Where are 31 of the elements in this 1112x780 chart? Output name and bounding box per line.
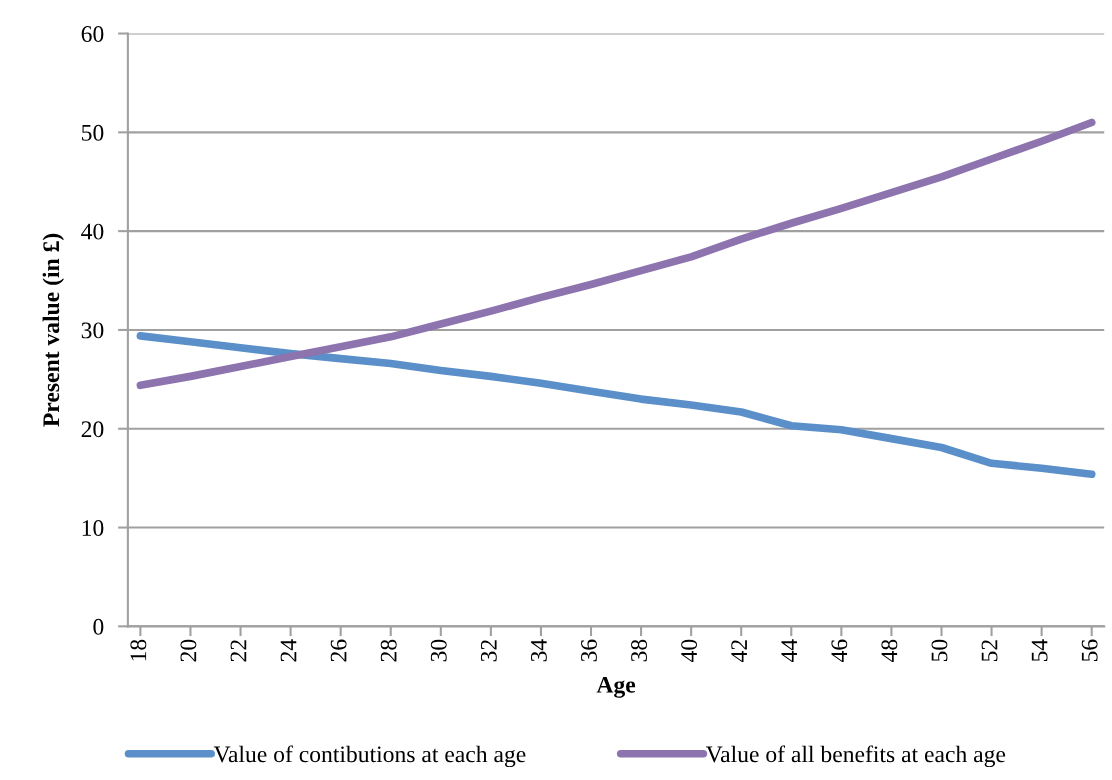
y-tick-label: 0 xyxy=(93,618,104,635)
y-tick-label: 60 xyxy=(81,26,104,42)
x-tick-label: 18 xyxy=(130,639,147,661)
x-tick-label: 42 xyxy=(731,640,747,662)
x-tick-label: 54 xyxy=(1031,639,1048,662)
x-tick-label: 34 xyxy=(530,639,547,662)
x-tick-label: 20 xyxy=(180,639,197,662)
y-tick-label: 20 xyxy=(81,421,104,438)
x-tick-label: 50 xyxy=(931,639,948,662)
x-tick-label: 28 xyxy=(380,639,397,662)
x-tick-label: 48 xyxy=(881,639,898,662)
legend-label: Value of all benefits at each age xyxy=(705,745,1006,768)
y-axis-title: Present value (in £) xyxy=(42,233,64,427)
y-tick-label: 50 xyxy=(82,124,104,141)
x-tick-label: 38 xyxy=(631,639,647,662)
legend-label: Value of contibutions at each age xyxy=(213,745,526,768)
x-tick-label: 26 xyxy=(330,639,347,662)
y-tick-label: 40 xyxy=(81,223,104,240)
x-tick-label: 52 xyxy=(981,640,998,662)
x-tick-label: 46 xyxy=(831,639,848,662)
y-tick-label: 10 xyxy=(82,520,104,536)
x-tick-label: 44 xyxy=(781,639,797,662)
x-tick-label: 40 xyxy=(681,639,698,662)
x-tick-label: 30 xyxy=(430,639,447,662)
x-tick-label: 32 xyxy=(480,640,497,662)
x-tick-label: 22 xyxy=(230,640,247,662)
x-tick-label: 36 xyxy=(581,639,597,662)
x-tick-label: 56 xyxy=(1081,639,1098,662)
x-tick-label: 24 xyxy=(280,639,297,662)
y-tick-label: 30 xyxy=(81,322,104,339)
x-axis-title: Age xyxy=(596,676,636,698)
